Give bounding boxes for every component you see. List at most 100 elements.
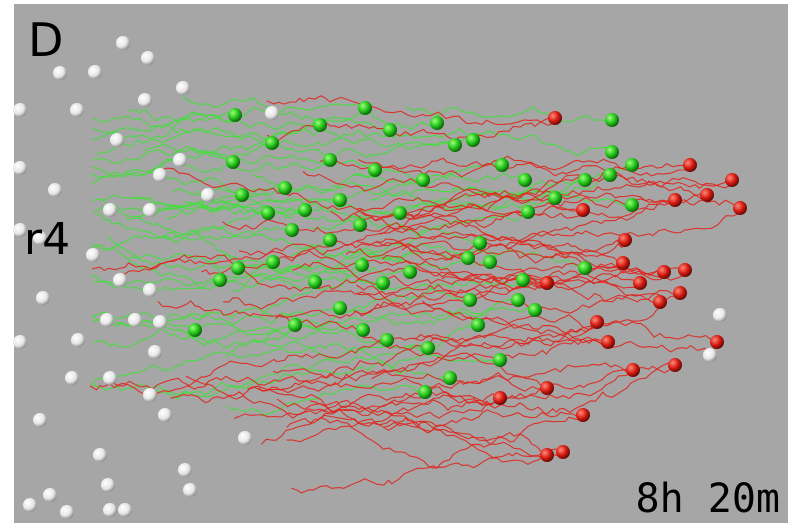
green-cell — [298, 203, 312, 217]
green-cell — [493, 353, 507, 367]
green-cell — [188, 323, 202, 337]
green-cell — [231, 261, 245, 275]
green-cell — [353, 218, 367, 232]
white-cell — [43, 488, 57, 502]
green-cell — [323, 233, 337, 247]
white-cell — [265, 106, 279, 120]
white-cell — [71, 333, 85, 347]
red-cell — [626, 363, 640, 377]
red-cell — [653, 295, 667, 309]
green-cell — [323, 153, 337, 167]
green-cell — [605, 113, 619, 127]
white-cell — [118, 503, 132, 517]
white-cell — [65, 371, 79, 385]
white-cell — [116, 36, 130, 50]
green-cell — [625, 158, 639, 172]
green-cell — [511, 293, 525, 307]
white-cell — [23, 498, 37, 512]
white-cell — [60, 505, 74, 519]
green-cell — [358, 101, 372, 115]
green-cell — [313, 118, 327, 132]
green-cell — [521, 205, 535, 219]
white-cell — [138, 93, 152, 107]
white-cell — [100, 313, 114, 327]
white-cell — [93, 448, 107, 462]
red-cell — [548, 111, 562, 125]
white-cell — [103, 371, 117, 385]
red-cell — [540, 448, 554, 462]
red-cell — [668, 358, 682, 372]
green-cell — [605, 145, 619, 159]
white-cell — [13, 335, 27, 349]
green-cell — [463, 293, 477, 307]
white-cell — [153, 315, 167, 329]
green-cell — [518, 173, 532, 187]
green-cell — [308, 275, 322, 289]
green-cell — [380, 333, 394, 347]
red-cell — [725, 173, 739, 187]
green-cell — [528, 303, 542, 317]
green-cell — [393, 206, 407, 220]
white-cell — [143, 283, 157, 297]
white-cell — [13, 103, 27, 117]
green-cell — [461, 251, 475, 265]
green-cell — [448, 138, 462, 152]
green-cell — [235, 188, 249, 202]
white-cell — [713, 308, 727, 322]
white-cell — [70, 103, 84, 117]
green-cell — [430, 116, 444, 130]
green-cell — [625, 198, 639, 212]
red-cell — [493, 391, 507, 405]
green-cell — [471, 318, 485, 332]
white-cell — [33, 413, 47, 427]
green-cell — [383, 123, 397, 137]
green-cell — [421, 341, 435, 355]
red-cell — [678, 263, 692, 277]
green-cell — [578, 261, 592, 275]
green-cell — [265, 136, 279, 150]
white-cell — [103, 503, 117, 517]
white-cell — [143, 388, 157, 402]
green-cell — [548, 191, 562, 205]
white-cell — [53, 66, 67, 80]
green-cell — [416, 173, 430, 187]
white-cell — [86, 248, 100, 262]
microscopy-image: D r4 8h 20m — [0, 0, 788, 523]
white-cell — [201, 188, 215, 202]
green-cell — [261, 206, 275, 220]
white-cell — [238, 431, 252, 445]
green-cell — [285, 223, 299, 237]
white-cell — [128, 313, 142, 327]
red-cell — [618, 233, 632, 247]
green-cell — [376, 276, 390, 290]
white-cell — [48, 183, 62, 197]
white-cell — [113, 273, 127, 287]
green-cell — [418, 385, 432, 399]
red-cell — [683, 158, 697, 172]
red-cell — [616, 256, 630, 270]
red-cell — [733, 201, 747, 215]
white-cell — [110, 133, 124, 147]
green-cell — [356, 323, 370, 337]
green-cell — [443, 371, 457, 385]
green-cell — [578, 173, 592, 187]
green-cell — [473, 236, 487, 250]
green-cell — [333, 301, 347, 315]
green-cell — [466, 133, 480, 147]
red-cell — [576, 408, 590, 422]
white-cell — [178, 463, 192, 477]
red-cell — [710, 335, 724, 349]
white-cell — [153, 168, 167, 182]
green-cell — [213, 273, 227, 287]
red-cell — [657, 265, 671, 279]
white-cell — [101, 478, 115, 492]
green-cell — [483, 255, 497, 269]
white-cell — [173, 153, 187, 167]
red-cell — [668, 193, 682, 207]
white-cell — [703, 348, 717, 362]
green-cell — [228, 108, 242, 122]
red-cell — [633, 276, 647, 290]
timestamp: 8h 20m — [636, 476, 781, 522]
white-cell — [183, 483, 197, 497]
white-cell — [13, 161, 27, 175]
